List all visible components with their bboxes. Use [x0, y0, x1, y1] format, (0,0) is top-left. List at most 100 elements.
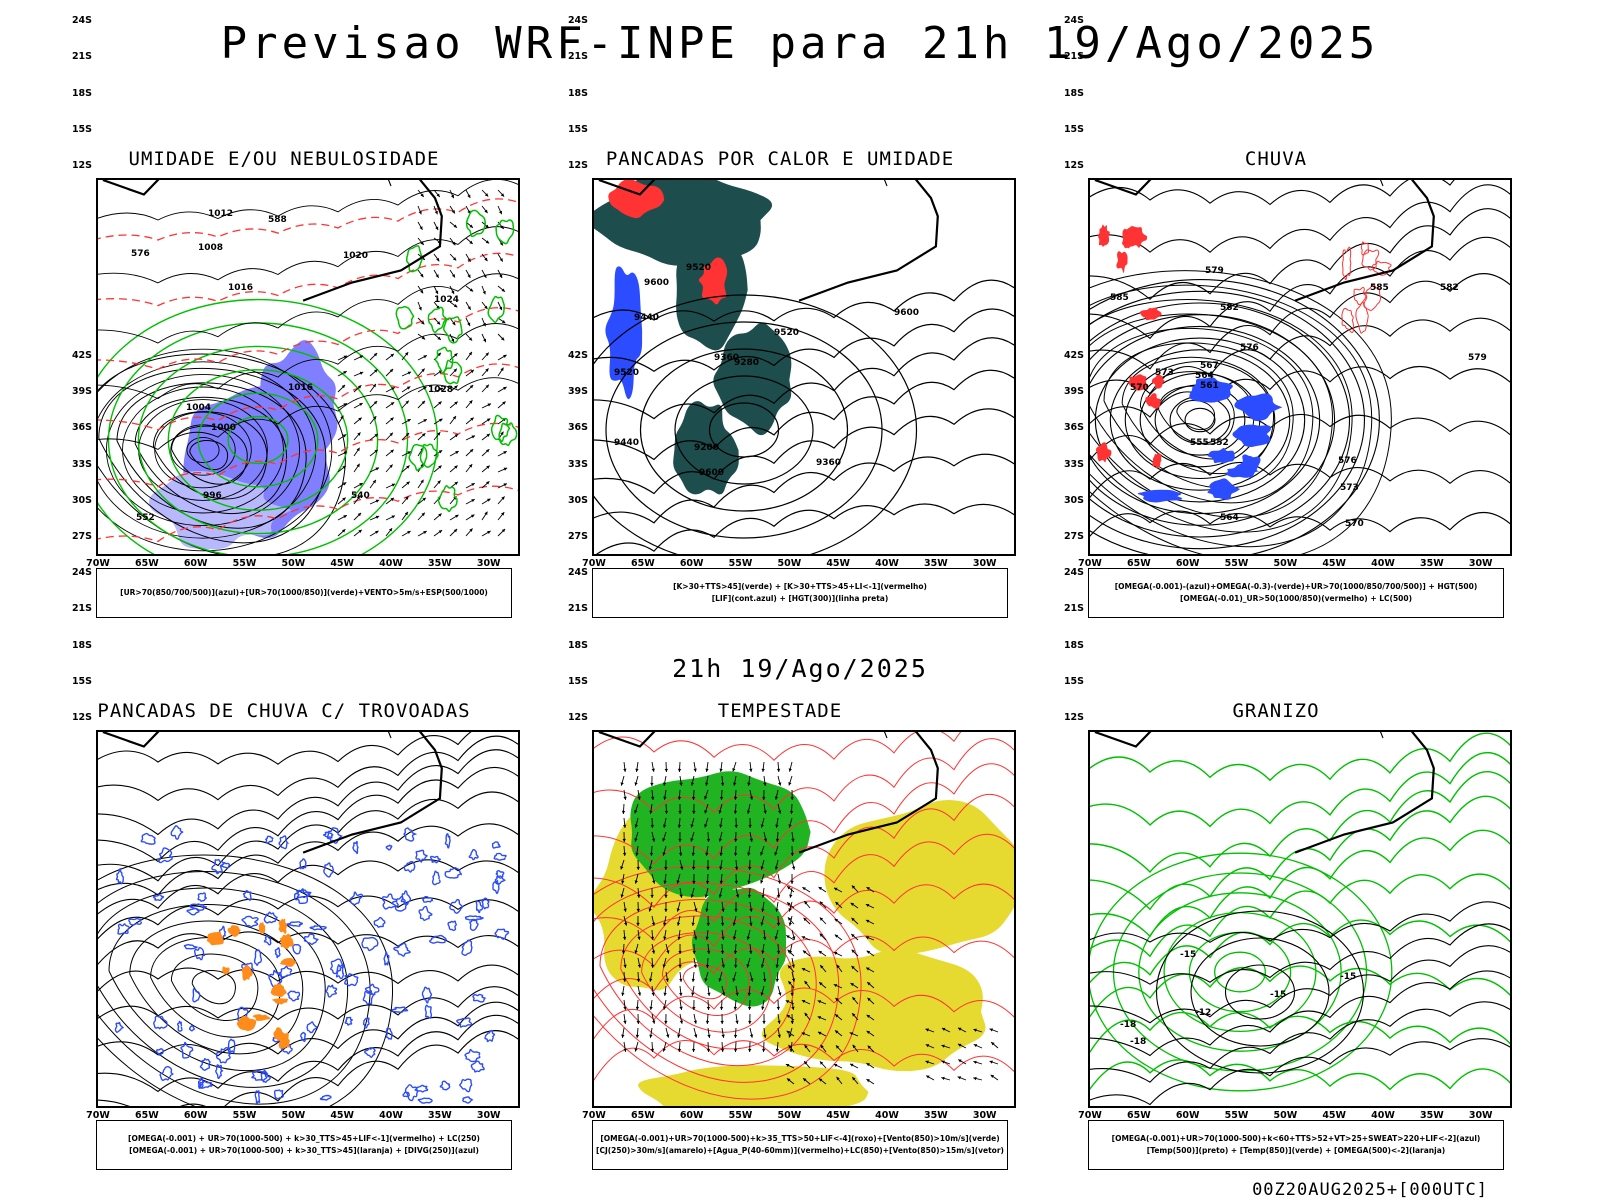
orange-thunder-area [273, 1027, 285, 1041]
temp-850-contour [1090, 795, 1510, 911]
contour-label: 561 [1200, 381, 1219, 391]
latitude-tick-label: 30S [71, 494, 92, 506]
green-cell [437, 485, 458, 513]
thickness-contour [98, 198, 518, 241]
country-border [598, 732, 656, 748]
longitude-tick-label: 60W [1175, 558, 1200, 569]
latitude-tick-label: 42S [1063, 350, 1084, 361]
longitude-tick-label: 35W [924, 558, 948, 569]
streamline [98, 859, 518, 915]
state-border [387, 180, 392, 187]
longitude-tick-label: 35W [1420, 1110, 1444, 1121]
divergence-blue-contour [464, 1048, 481, 1063]
longitude-tick-label: 55W [728, 1110, 753, 1121]
divergence-blue-contour [140, 832, 156, 845]
jet-yellow-area [638, 1065, 869, 1106]
longitude-tick-label: 55W [728, 558, 753, 569]
divergence-blue-contour [117, 923, 130, 935]
state-border [387, 732, 392, 739]
state-border [883, 180, 888, 187]
divergence-blue-contour [461, 939, 473, 956]
longitude-tick-label: 70W [1078, 558, 1102, 569]
state-border [883, 732, 888, 739]
divergence-blue-contour [299, 858, 307, 870]
omega-red-area [1122, 227, 1135, 249]
latitude-axis: 12S 15S 18S 21S 24S 27S 30S 33S 36S 39S 42S [560, 350, 592, 1108]
divergence-blue-contour [199, 1057, 211, 1071]
divergence-blue-contour [287, 990, 301, 1002]
divergence-blue-contour [429, 855, 441, 864]
divergence-blue-contour [495, 870, 505, 878]
longitude-tick-label: 30W [972, 1110, 997, 1121]
longitude-tick-label: 70W [86, 1110, 110, 1121]
longitude-tick-label: 60W [679, 558, 704, 569]
latitude-tick-label: 15S [567, 675, 588, 687]
map-panel: PANCADAS DE CHUVA C/ TROVOADAS 12S 15S 18S 2… [64, 350, 520, 1170]
divergence-blue-contour [492, 880, 500, 895]
height-500-contour [1090, 413, 1510, 461]
green-cell [487, 295, 505, 324]
streamline [98, 964, 518, 992]
pressure-isobar [122, 386, 284, 514]
longitude-tick-label: 40W [1371, 558, 1395, 569]
divergence-blue-contour [153, 1015, 168, 1030]
wind-850-green-area [691, 887, 787, 1007]
longitude-tick-label: 40W [875, 1110, 899, 1121]
map-area: 9600 9520 9440 9360 9280 9200 9600 9520 9440 9360… [592, 178, 1016, 556]
latitude-tick-label: 18S [567, 87, 588, 99]
green-cell [442, 316, 463, 344]
contour-label: 9520 [686, 263, 711, 273]
longitude-tick-label: 55W [232, 1110, 257, 1121]
divergence-blue-contour [475, 900, 484, 914]
contour-label: 573 [1340, 483, 1359, 493]
contour-label: 585 [1110, 293, 1129, 303]
contour-label: 1028 [428, 385, 453, 395]
contour-label: -15 [1180, 950, 1196, 960]
divergence-blue-contour [306, 1021, 318, 1034]
divergence-blue-contour [373, 916, 386, 928]
contour-label: 573 [1155, 368, 1174, 378]
divergence-blue-contour [183, 943, 198, 950]
wind-850-vectors [925, 1027, 999, 1081]
map-canvas [594, 732, 1014, 1106]
coastline [798, 732, 939, 854]
legend-box: [OMEGA(-0.001)-(azul)+OMEGA(-0.3)-(verde… [1088, 568, 1504, 618]
main-title: Previsao WRF-INPE para 21h 19/Ago/2025 [220, 18, 1380, 69]
latitude-tick-label: 36S [1063, 422, 1084, 434]
jet-yellow-area [761, 949, 986, 1072]
temp-500-contour [1190, 937, 1330, 1047]
orange-thunder-area [279, 957, 297, 967]
divergence-blue-contour [459, 1078, 473, 1093]
height-500-contour [1090, 462, 1510, 499]
jet-yellow-area [824, 800, 1014, 955]
contour-label: 1012 [208, 209, 233, 219]
height-500-contour [1184, 407, 1216, 433]
latitude-tick-label: 33S [1063, 458, 1084, 470]
longitude-tick-label: 45W [330, 558, 355, 569]
longitude-tick-label: 30W [1468, 1110, 1493, 1121]
divergence-blue-contour [159, 1066, 174, 1081]
temp-850-contour [1090, 771, 1510, 873]
height-500-contour [1094, 337, 1306, 503]
divergence-blue-contour [421, 986, 433, 1004]
omega-blue-area [1232, 424, 1271, 448]
pressure-isobar [105, 373, 301, 527]
orange-thunder-area [236, 1015, 257, 1032]
forecast-time-subtitle: 21h 19/Ago/2025 [672, 654, 928, 683]
temp-850-contour [1090, 1011, 1510, 1054]
pressure-isobar [170, 424, 236, 476]
contour-label: 1008 [198, 243, 223, 253]
divergence-blue-contour [227, 1038, 236, 1054]
map-canvas [98, 732, 518, 1106]
divergence-blue-contour [364, 1047, 376, 1058]
longitude-tick-label: 65W [1126, 558, 1151, 569]
divergence-blue-contour [158, 847, 173, 864]
longitude-tick-label: 65W [630, 1110, 655, 1121]
contour-label: 582 [1220, 303, 1239, 313]
omega-red-area [1140, 307, 1162, 321]
temp-500-contour [1090, 923, 1510, 985]
temp-500-contour [1090, 901, 1510, 943]
longitude-tick-label: 70W [86, 558, 110, 569]
contour-label: 579 [1468, 353, 1487, 363]
temp-850-contour [1138, 892, 1342, 1052]
